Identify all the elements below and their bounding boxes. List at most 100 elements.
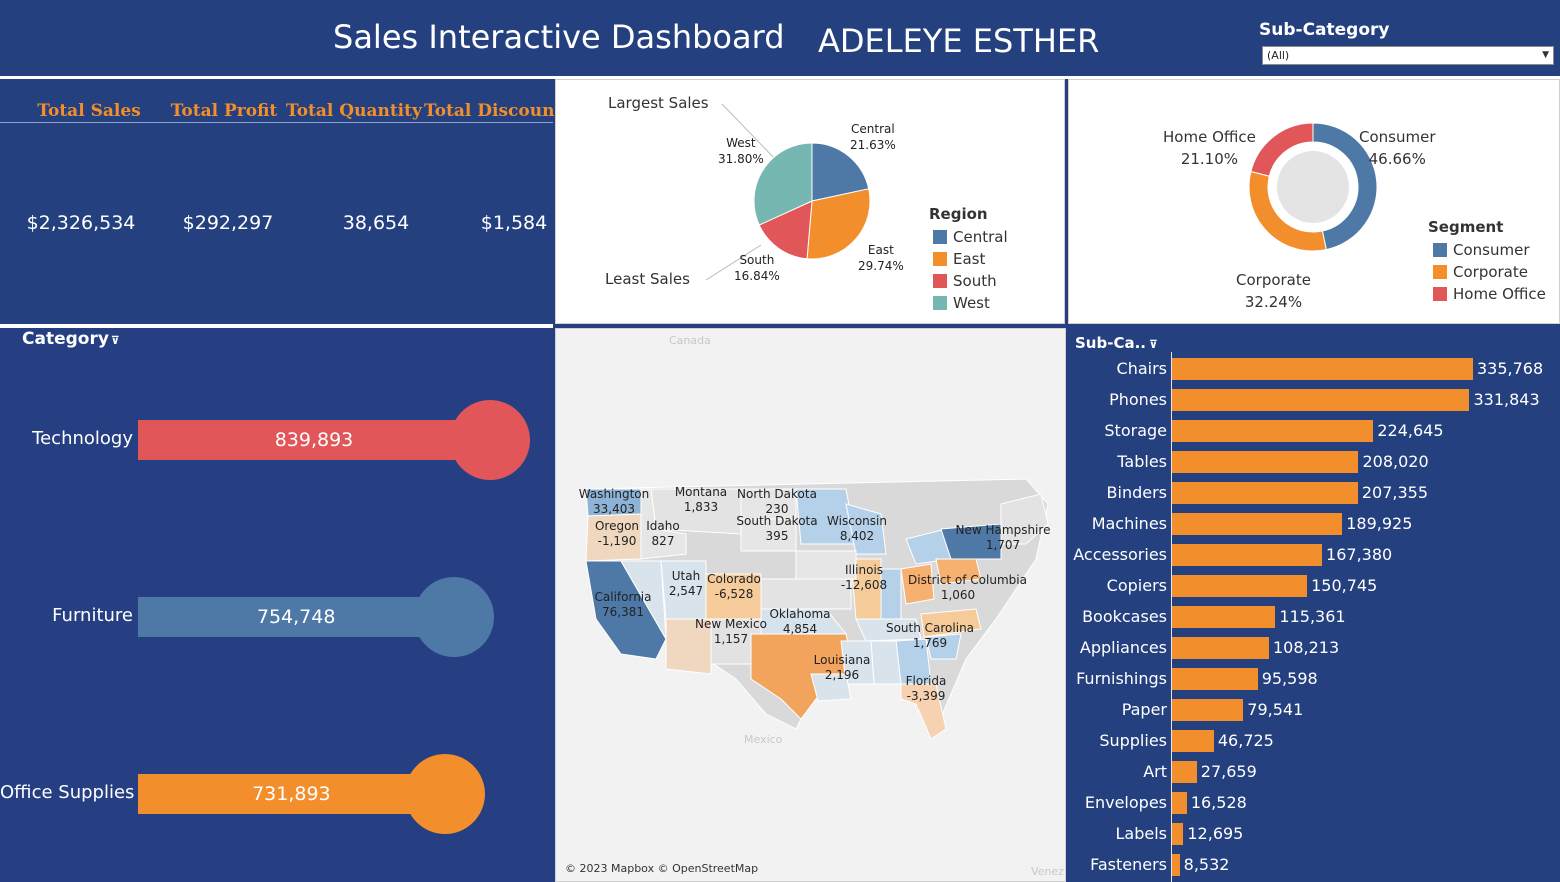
sub-category-label: Envelopes [1084,793,1167,812]
category-lollipop-head[interactable] [450,400,530,480]
state-name: Oregon [594,519,640,533]
legend-item-corporate[interactable]: Corporate [1433,263,1528,281]
legend-item-west[interactable]: West [933,294,990,312]
sub-category-bar[interactable] [1172,730,1214,752]
sub-category-header[interactable]: Sub-Ca.. ⊽ [1075,334,1158,352]
slice-central[interactable] [811,142,870,202]
sub-category-value-label: 16,528 [1190,793,1247,812]
sub-category-bar[interactable] [1172,513,1343,535]
sub-category-bar[interactable] [1172,699,1244,721]
slice-name: West [726,136,756,150]
segment-label-consumer: Consumer 46.66% [1359,126,1436,170]
category-label: Technology [32,428,133,449]
sub-category-value-label: 12,695 [1187,824,1244,843]
sub-category-value-label: 27,659 [1200,762,1257,781]
slice-percent: 16.84% [734,269,780,283]
map-state-label: New Hampshire 1,707 [953,523,1053,553]
kpi-header-rule [0,122,553,123]
legend-item-east[interactable]: East [933,250,985,268]
legend-swatch [1433,243,1447,257]
legend-label: Home Office [1453,285,1546,303]
state-profit: 2,547 [668,584,704,598]
sub-category-bar[interactable] [1172,482,1358,504]
category-value-label: 731,893 [252,783,331,805]
state-name: California [594,590,652,604]
state-name: District of Columbia [908,573,1027,587]
sub-category-bar[interactable] [1172,575,1308,597]
state-name: South Carolina [885,621,975,635]
sub-category-value-label: 150,745 [1311,576,1378,595]
region-pie-chart[interactable] [556,80,1066,325]
category-header[interactable]: Category ⊽ [22,329,120,349]
divider [0,324,553,328]
slice-name: South [739,253,775,267]
map-state-label: District of Columbia 1,060 [908,573,1027,603]
sub-category-bar[interactable] [1172,420,1374,442]
slice-consumer[interactable] [1312,122,1378,251]
region-legend-title: Region [929,205,988,223]
sub-category-bar[interactable] [1172,451,1359,473]
sub-category-label: Tables [1117,452,1167,471]
state-profit: 1,707 [985,538,1021,552]
sub-category-label: Binders [1106,483,1167,502]
map-state-label: Oklahoma 4,854 [750,607,850,637]
legend-item-consumer[interactable]: Consumer [1433,241,1530,259]
segment-label-corporate: Corporate 32.24% [1236,269,1311,313]
chevron-down-icon[interactable]: ▼ [1542,50,1549,60]
sub-category-bar[interactable] [1172,606,1276,628]
map-state-label: South Carolina 1,769 [880,621,980,651]
sub-category-label: Accessories [1073,545,1167,564]
legend-item-south[interactable]: South [933,272,997,290]
kpi-label-total-sales: Total Sales [37,101,141,121]
sub-category-bar[interactable] [1172,668,1258,690]
slice-south[interactable] [758,200,813,260]
sub-category-value-label: 46,725 [1217,731,1274,750]
category-lollipop-head[interactable] [404,754,485,834]
state-profit: -12,608 [840,578,888,592]
category-lollipop-head[interactable] [414,577,495,657]
sub-category-filter-dropdown[interactable]: (All) ▼ [1262,46,1554,65]
sub-category-axis [1171,352,1172,882]
sub-category-bar[interactable] [1172,823,1184,845]
region-pie-panel: Largest Sales Least Sales Central 21.63%… [555,79,1065,324]
segment-donut-chart[interactable] [1069,80,1560,325]
slice-east[interactable] [806,188,871,260]
sub-category-bar[interactable] [1172,854,1180,876]
legend-label: East [953,250,986,268]
legend-item-central[interactable]: Central [933,228,1008,246]
sub-category-bar[interactable] [1172,761,1197,783]
sub-category-value-label: 331,843 [1473,390,1540,409]
category-bar[interactable] [138,774,445,814]
sub-category-bar[interactable] [1172,637,1269,659]
map-attribution[interactable]: © 2023 Mapbox © OpenStreetMap [565,862,759,875]
kpi-value-total-quantity: 38,654 [342,212,410,234]
author-name: ADELEYE ESTHER [818,22,1100,60]
map-state-label: Washington 33,403 [564,487,664,517]
state-florida [900,683,947,740]
segment-percent: 32.24% [1244,293,1303,311]
legend-item-home-office[interactable]: Home Office [1433,285,1546,303]
sub-category-label: Bookcases [1082,607,1167,626]
sub-category-bar[interactable] [1172,389,1470,411]
sub-category-bar[interactable] [1172,792,1187,814]
legend-label: Corporate [1453,263,1528,281]
slice-home-office[interactable] [1250,122,1314,177]
state-kansas-missouri [760,578,852,610]
sub-category-value-label: 335,768 [1477,359,1544,378]
sub-category-value-label: 95,598 [1261,669,1318,688]
slice-percent: 29.74% [858,259,904,273]
map-state-label: Florida -3,399 [876,674,976,704]
sort-icon[interactable]: ⊽ [110,334,120,347]
sort-icon[interactable]: ⊽ [1148,338,1158,351]
sub-category-bar[interactable] [1172,358,1473,380]
slice-west[interactable] [753,142,813,226]
state-name: Washington [578,487,650,501]
profit-map-panel[interactable]: Canada Mexico Venez © 2023 Mapbox © Open… [555,328,1066,882]
us-map[interactable] [556,329,1066,882]
category-bar[interactable] [138,597,455,637]
slice-label-east: East 29.74% [858,242,904,274]
sub-category-bar[interactable] [1172,544,1323,566]
category-bar[interactable] [138,420,490,460]
state-name: Louisiana [813,653,871,667]
state-profit: -6,528 [714,587,754,601]
